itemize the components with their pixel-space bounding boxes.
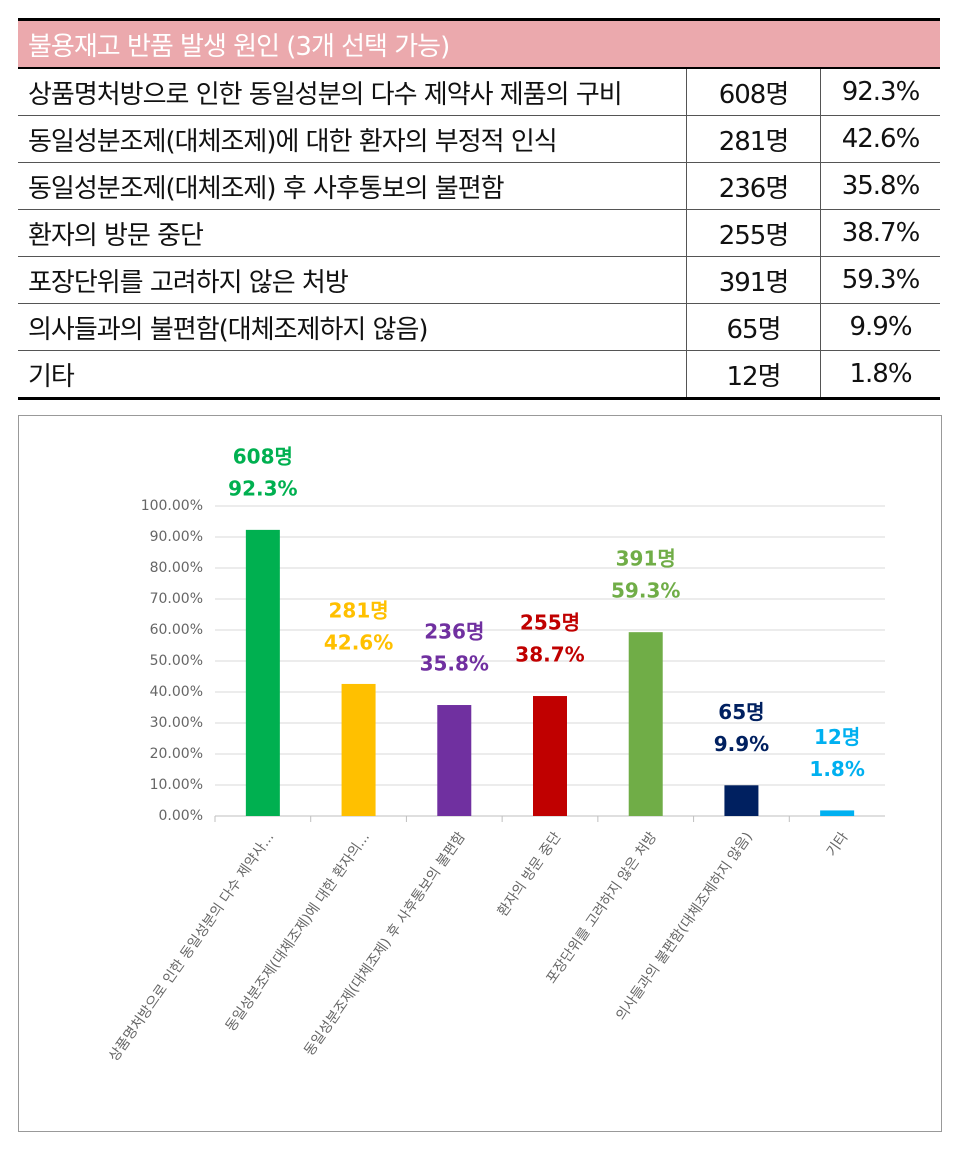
row-value: 236명 — [686, 162, 821, 210]
row-value: 12명 — [686, 350, 821, 399]
row-value: 92.3% — [820, 68, 940, 116]
bar — [437, 705, 472, 816]
value-label: 1.8% — [809, 757, 864, 781]
row-value: 42.6% — [820, 115, 940, 163]
row-value: 35.8% — [820, 162, 940, 210]
row-label: 기타 — [18, 350, 687, 399]
bar — [820, 810, 855, 816]
row-value: 391명 — [686, 256, 821, 304]
y-tick-label: 100.00% — [141, 498, 203, 514]
row-label: 동일성분조제(대체조제) 후 사후통보의 불편함 — [18, 162, 687, 210]
value-label: 35.8% — [420, 652, 489, 676]
y-tick-label: 20.00% — [150, 746, 203, 762]
y-tick-label: 10.00% — [150, 777, 203, 793]
y-tick-label: 80.00% — [150, 560, 203, 576]
row-label: 포장단위를 고려하지 않은 처방 — [18, 256, 687, 304]
value-label: 92.3% — [228, 476, 297, 500]
table-title: 불용재고 반품 발생 원인 (3개 선택 가능) — [18, 19, 940, 69]
table-row: 동일성분조제(대체조제) 후 사후통보의 불편함 236명 35.8% — [18, 162, 940, 210]
row-value: 608명 — [686, 68, 821, 116]
y-tick-label: 50.00% — [150, 653, 203, 669]
bar — [245, 529, 280, 816]
table-row: 의사들과의 불편함(대체조제하지 않음) 65명 9.9% — [18, 303, 940, 351]
row-label: 상품명처방으로 인한 동일성분의 다수 제약사 제품의 구비 — [18, 68, 687, 116]
count-label: 255명 — [520, 611, 580, 635]
count-label: 608명 — [233, 444, 293, 468]
value-label: 42.6% — [324, 630, 393, 654]
table-row: 환자의 방문 중단 255명 38.7% — [18, 209, 940, 257]
value-label: 9.9% — [714, 732, 769, 756]
value-label: 38.7% — [515, 643, 584, 667]
table: 불용재고 반품 발생 원인 (3개 선택 가능) 상품명처방으로 인한 동일성분의… — [18, 18, 940, 400]
bar — [533, 696, 567, 816]
row-value: 65명 — [686, 303, 821, 351]
bar — [628, 632, 663, 816]
table-row: 동일성분조제(대체조제)에 대한 환자의 부정적 인식 281명 42.6% — [18, 115, 940, 163]
count-label: 12명 — [814, 725, 860, 749]
bar — [341, 683, 376, 816]
y-tick-label: 90.00% — [150, 529, 203, 545]
y-tick-label: 30.00% — [150, 715, 203, 731]
chart-frame — [18, 415, 942, 1132]
table-row: 포장단위를 고려하지 않은 처방 391명 59.3% — [18, 256, 940, 304]
row-value: 255명 — [686, 209, 821, 257]
table-row: 기타 12명 1.8% — [18, 350, 940, 399]
y-tick-label: 0.00% — [159, 808, 203, 824]
row-value: 38.7% — [820, 209, 940, 257]
table-header-row: 불용재고 반품 발생 원인 (3개 선택 가능) — [18, 19, 940, 69]
y-tick-label: 60.00% — [150, 622, 203, 638]
count-label: 65명 — [718, 700, 764, 724]
row-label: 동일성분조제(대체조제)에 대한 환자의 부정적 인식 — [18, 115, 687, 163]
row-value: 9.9% — [820, 303, 940, 351]
count-label: 236명 — [424, 620, 484, 644]
y-tick-label: 70.00% — [150, 591, 203, 607]
value-label: 59.3% — [611, 579, 680, 603]
row-value: 1.8% — [820, 350, 940, 399]
row-value: 59.3% — [820, 256, 940, 304]
row-label: 환자의 방문 중단 — [18, 209, 687, 257]
y-tick-label: 40.00% — [150, 684, 203, 700]
row-value: 281명 — [686, 115, 821, 163]
table-row: 상품명처방으로 인한 동일성분의 다수 제약사 제품의 구비 608명 92.3% — [18, 68, 940, 116]
bar — [724, 785, 759, 816]
row-label: 의사들과의 불편함(대체조제하지 않음) — [18, 303, 687, 351]
count-label: 391명 — [616, 547, 676, 571]
count-label: 281명 — [328, 598, 388, 622]
